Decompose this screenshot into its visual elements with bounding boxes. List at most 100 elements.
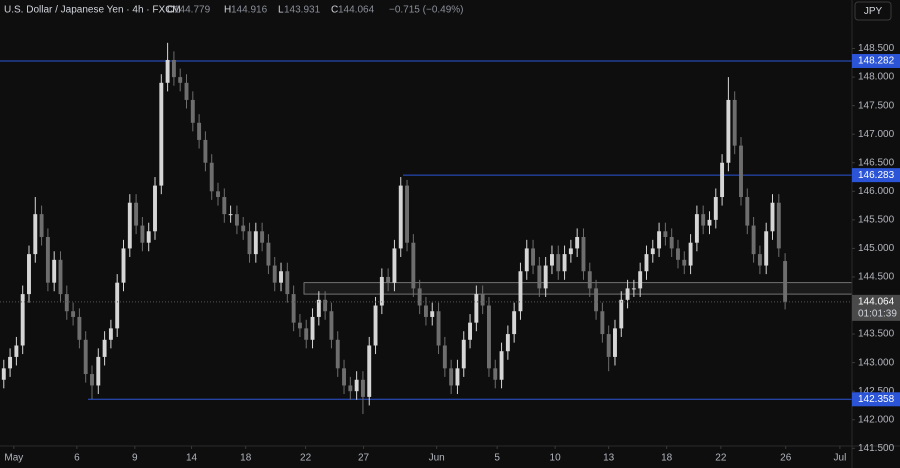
candle-body (323, 299, 328, 312)
candle-body (297, 322, 302, 329)
candle-body (83, 339, 88, 375)
candle-body (556, 254, 561, 272)
ohlc-label: H (224, 5, 231, 16)
candle-body (436, 311, 441, 346)
candle-body (222, 197, 227, 215)
candle-body (531, 248, 536, 266)
candle-body (669, 236, 674, 249)
x-tick-label: 18 (240, 453, 252, 464)
candle-body (33, 214, 38, 255)
candle-body (373, 305, 378, 346)
currency-button-frame[interactable] (854, 1, 892, 21)
ohlc-label: L (278, 5, 284, 16)
candle-body (745, 197, 750, 226)
candle-body (77, 316, 82, 340)
candle-body (386, 276, 391, 283)
candle-body (121, 248, 126, 283)
currency-label[interactable]: JPY (864, 6, 883, 17)
candle-body (776, 202, 781, 249)
candle-body (505, 334, 510, 352)
candle-body (209, 162, 214, 192)
candle-body (134, 202, 139, 226)
candle-body (468, 322, 473, 340)
x-tick-label: 9 (132, 453, 138, 464)
candle-body (518, 271, 523, 312)
countdown-label: 01:01:39 (858, 309, 897, 320)
candle-body (140, 225, 145, 243)
candle-body (474, 294, 479, 323)
ohlc-value: 144.779 (174, 5, 211, 16)
candle-body (644, 254, 649, 272)
x-tick-label: 13 (603, 453, 615, 464)
candle-body (581, 236, 586, 272)
candle-body (159, 82, 164, 186)
candle-body (329, 311, 334, 340)
ohlc-value: 144.064 (338, 5, 375, 16)
candle-body (701, 214, 706, 226)
candle-body (783, 261, 788, 302)
candle-body (14, 345, 19, 357)
candle-body (757, 254, 762, 266)
candle-body (720, 162, 725, 198)
candle-body (638, 271, 643, 289)
candle-body (487, 305, 491, 369)
candle-body (751, 225, 756, 255)
x-tick-label: 27 (358, 453, 370, 464)
y-tick-label: 143.000 (858, 357, 895, 368)
y-tick-label: 146.000 (858, 186, 895, 197)
last-price-label: 144.064 (858, 297, 895, 308)
candle-body (587, 271, 592, 289)
y-tick-label: 145.000 (858, 243, 895, 254)
ohlc-label: O (167, 5, 175, 16)
candle-body (171, 59, 176, 78)
support-zone (303, 282, 853, 295)
level-label: 142.358 (858, 394, 895, 405)
candle-body (707, 219, 712, 226)
candle-body (39, 214, 44, 237)
candle-body (285, 271, 290, 295)
candle-body (127, 202, 132, 249)
currency-button[interactable]: JPY (854, 1, 892, 21)
x-tick-label: 22 (300, 453, 312, 464)
candle-body (241, 225, 246, 232)
candle-body (625, 288, 630, 300)
candle-body (631, 288, 636, 290)
candle-body (398, 185, 403, 249)
candle-body (455, 368, 460, 386)
candle-body (190, 99, 195, 123)
candle-body (247, 231, 252, 255)
y-tick-label: 142.500 (858, 386, 895, 397)
candle-body (663, 231, 668, 237)
x-tick-label: 5 (494, 453, 500, 464)
candle-body (379, 276, 384, 306)
candle-body (348, 385, 353, 392)
candle-body (20, 294, 25, 346)
candle-body (461, 339, 466, 369)
level-label-box (852, 168, 900, 183)
candle-body (442, 345, 447, 369)
candle-body (279, 271, 283, 283)
y-tick-label: 142.000 (858, 414, 895, 425)
candle-body (316, 299, 321, 317)
candle-body (417, 288, 422, 306)
candle-body (71, 311, 76, 317)
candle-body (64, 294, 69, 312)
y-tick-label: 148.500 (858, 43, 895, 54)
candle-body (58, 259, 63, 295)
candle-body (739, 145, 743, 198)
candle-body (178, 77, 183, 83)
candle-body (184, 82, 189, 100)
candle-body (266, 242, 271, 266)
candle-body (512, 311, 517, 335)
candle-body (726, 99, 731, 163)
candle-body (203, 139, 208, 163)
candle-body (600, 311, 605, 335)
level-label-box (852, 392, 900, 407)
candle-body (27, 254, 31, 295)
level-label: 148.282 (858, 56, 895, 67)
candle-body (102, 339, 107, 357)
chart-title: U.S. Dollar / Japanese Yen · 4h · FXCM (4, 5, 181, 16)
candle-body (115, 282, 120, 329)
